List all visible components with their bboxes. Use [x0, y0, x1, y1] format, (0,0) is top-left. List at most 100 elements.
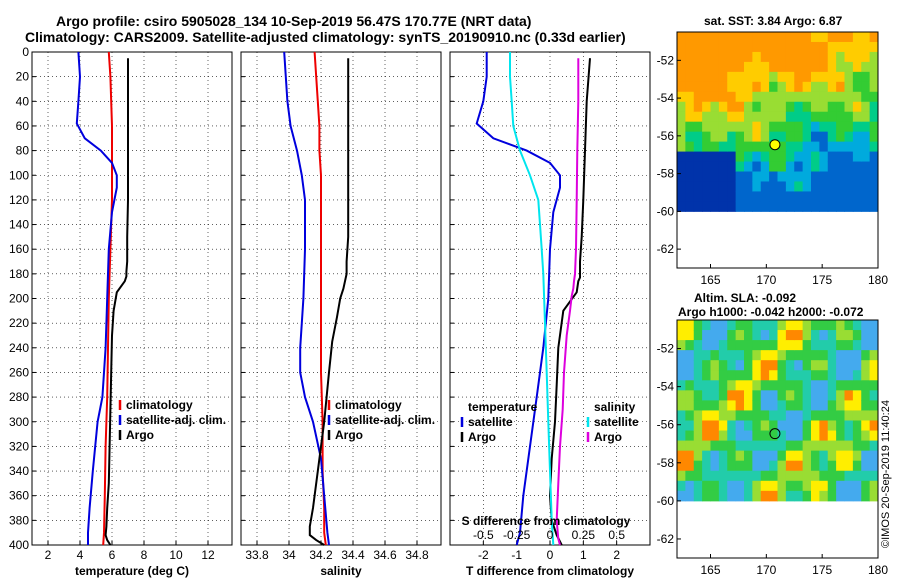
sla-map-cell: [727, 490, 737, 502]
sst-map-cell: [718, 141, 728, 153]
temperature-xtick-label: 10: [169, 548, 183, 562]
sst-map-cell: [677, 131, 686, 143]
sla-map-cell: [852, 400, 862, 411]
sst-map-cell: [844, 191, 854, 202]
sla-map-cell: [685, 320, 695, 331]
sla-map-cell: [760, 430, 770, 442]
sst-map-cell: [735, 32, 745, 43]
sla-map-cell: [677, 410, 686, 421]
sst-map-cell: [760, 71, 770, 83]
sla-map-cell: [869, 370, 879, 381]
sst-map-cell: [685, 171, 695, 182]
sst-map-cell: [852, 81, 862, 93]
sla-map-cell: [802, 450, 812, 462]
sla-map-cell: [819, 460, 829, 472]
sst-map-ytick-label: -60: [657, 204, 675, 218]
sla-map-cell: [869, 490, 879, 502]
sst-map-cell: [819, 61, 829, 73]
sla-map-cell: [794, 460, 804, 472]
sst-map-cell: [702, 201, 711, 212]
salinity-panel: [240, 51, 442, 546]
sst-map-cell: [836, 121, 845, 133]
sla-map-cell: [735, 430, 745, 442]
temperature-legend-label: satellite-adj. clim.: [126, 413, 226, 427]
sst-map-cell: [727, 32, 737, 43]
sst-map-cell: [752, 81, 762, 93]
sst-map-cell: [693, 101, 703, 113]
sla-map-cell: [819, 390, 829, 401]
sla-map-cell: [769, 450, 778, 462]
sst-map-cell: [693, 191, 703, 202]
sst-map-cell: [685, 191, 695, 202]
sst-map-frame: [676, 31, 879, 269]
sla-map-cell: [852, 450, 862, 462]
sst-map-cell: [693, 61, 703, 73]
sla-map-cell: [785, 390, 795, 401]
sst-map-cell: [744, 121, 753, 133]
sla-map-cell: [718, 480, 728, 492]
diff-legend-temperature-title: temperature: [468, 400, 538, 414]
sla-map-cell: [727, 380, 737, 391]
sla-map-cell: [777, 360, 787, 371]
sla-map-cell: [702, 380, 711, 391]
sst-map-cell: [727, 51, 737, 63]
sla-map-cell: [811, 400, 820, 411]
sst-map-cell: [735, 151, 745, 163]
sla-map-cell: [785, 480, 795, 492]
sst-map-cell: [861, 121, 871, 133]
sla-map-cell: [827, 340, 837, 351]
temperature-legend-label: climatology: [126, 398, 193, 412]
temperature-panel: [31, 51, 233, 546]
sst-map-cell: [718, 61, 728, 73]
sst-map-cell: [802, 201, 812, 212]
sst-map-cell: [836, 181, 845, 192]
sla-map-cell: [811, 350, 820, 361]
sla-map-cell: [752, 440, 762, 452]
sst-map-cell: [802, 61, 812, 73]
sla-map-cell: [677, 330, 686, 341]
sla-map-cell: [685, 480, 695, 492]
sst-map-cell: [693, 151, 703, 163]
sla-map-cell: [752, 490, 762, 502]
sst-map-cell: [785, 171, 795, 182]
sst-map-cell: [710, 71, 720, 83]
sst-map-cell: [802, 181, 812, 192]
sst-map-cell: [760, 181, 770, 192]
sla-map-cell: [836, 330, 845, 341]
sla-map-cell: [769, 370, 778, 381]
sst-map-cell: [794, 181, 804, 192]
sst-map-cell: [760, 91, 770, 103]
sla-map-cell: [685, 360, 695, 371]
sst-map-ytick-label: -54: [657, 91, 675, 105]
difference-series-t-argo: [548, 58, 591, 546]
sst-map-cell: [827, 81, 837, 93]
sla-map-cell: [802, 470, 812, 482]
sst-map-cell: [794, 51, 804, 63]
sst-map-cell: [861, 191, 871, 202]
sla-map-cell: [685, 470, 695, 482]
sst-map-cell: [693, 171, 703, 182]
sla-map-cell: [702, 350, 711, 361]
sla-map-cell: [735, 490, 745, 502]
sla-map-cell: [785, 320, 795, 331]
sla-map-cell: [819, 350, 829, 361]
depth-tick-label: 360: [9, 489, 29, 503]
temperature-legend-label: Argo: [126, 428, 154, 442]
sst-map-cell: [769, 32, 778, 43]
sla-map-cell: [794, 490, 804, 502]
sst-map-cell: [844, 71, 854, 83]
sst-map-cell: [869, 181, 879, 192]
sst-map-cell: [718, 51, 728, 63]
sla-map-cell: [710, 480, 720, 492]
sst-map-cell: [811, 111, 820, 123]
sst-map-cell: [802, 141, 812, 153]
sst-map-cell: [685, 141, 695, 153]
depth-tick-label: 180: [9, 267, 29, 281]
sst-map-cell: [744, 41, 753, 53]
sla-map-cell: [727, 410, 737, 421]
sst-map-cell: [785, 201, 795, 212]
sst-map-cell: [785, 191, 795, 202]
sst-map-cell: [811, 141, 820, 153]
sst-map-cell: [819, 151, 829, 163]
sst-map-cell: [861, 101, 871, 113]
